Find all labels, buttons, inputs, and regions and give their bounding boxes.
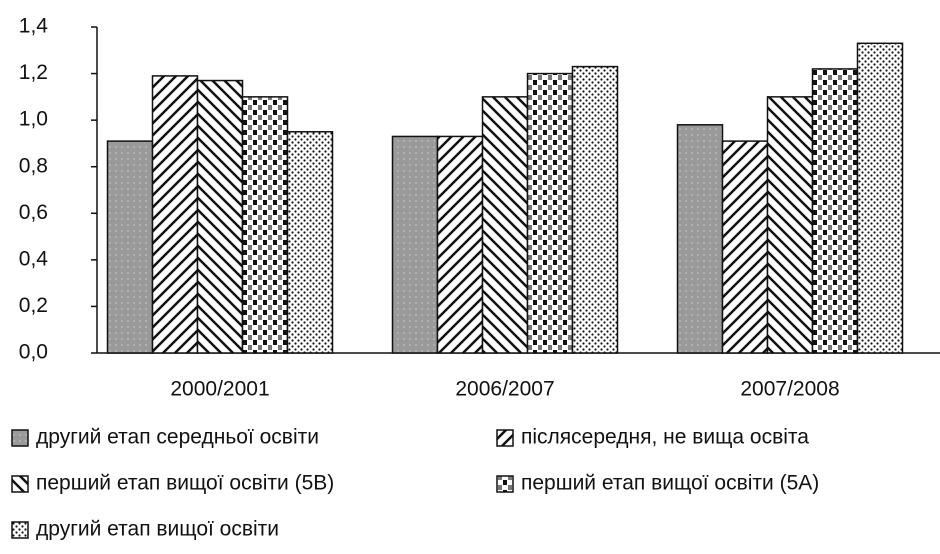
legend-swatch bbox=[496, 475, 514, 493]
bar bbox=[481, 96, 529, 354]
bar bbox=[151, 75, 199, 354]
x-tick-label: 2007/2008 bbox=[740, 378, 839, 401]
y-tick-label: 0,6 bbox=[19, 201, 48, 224]
bar bbox=[526, 72, 574, 354]
legend-swatch bbox=[496, 429, 514, 447]
x-tick-label: 2006/2007 bbox=[455, 378, 554, 401]
legend-swatch bbox=[11, 475, 29, 493]
y-tick-label: 0,0 bbox=[19, 341, 48, 364]
y-tick-label: 1,4 bbox=[19, 15, 49, 38]
x-tick-label: 2000/2001 bbox=[170, 378, 269, 401]
bar bbox=[436, 135, 484, 354]
bar bbox=[766, 96, 814, 354]
y-tick-label: 0,2 bbox=[19, 294, 48, 317]
bar bbox=[196, 79, 244, 354]
legend-label: післясередня, не вища освіта bbox=[521, 426, 809, 449]
y-tick-label: 0,8 bbox=[19, 154, 48, 177]
bar bbox=[856, 42, 904, 354]
bar bbox=[106, 140, 154, 354]
bar bbox=[676, 124, 724, 354]
y-tick-label: 1,2 bbox=[19, 61, 48, 84]
bar bbox=[811, 68, 859, 354]
bar bbox=[286, 131, 334, 354]
legend-label: другий етап вищої освіти bbox=[36, 518, 279, 541]
bar bbox=[721, 140, 769, 354]
legend-label: другий етап середньої освіти bbox=[36, 426, 319, 449]
bar bbox=[571, 65, 619, 354]
y-tick-label: 0,4 bbox=[19, 247, 49, 270]
legend-label: перший етап вищої освіти (5B) bbox=[36, 472, 334, 495]
y-tick-label: 1,0 bbox=[19, 108, 48, 131]
legend-swatch bbox=[11, 521, 29, 539]
bar bbox=[391, 135, 439, 354]
legend-label: перший етап вищої освіти (5A) bbox=[521, 472, 819, 495]
bar bbox=[241, 96, 289, 354]
legend-swatch bbox=[11, 429, 29, 447]
